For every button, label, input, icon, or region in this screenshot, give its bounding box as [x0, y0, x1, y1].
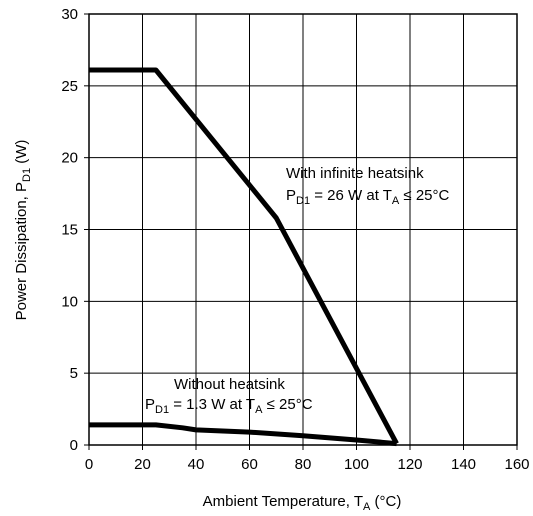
x-tick-label: 80	[295, 456, 312, 473]
annotation-1-end: ≤ 25°C	[399, 187, 449, 204]
annotation-2-t-sub: A	[255, 404, 263, 416]
y-tick-label: 20	[61, 150, 78, 167]
annotation-infinite-heatsink-line2: PD1 = 26 W at TA ≤ 25°C	[286, 187, 450, 207]
y-tick-label: 30	[61, 6, 78, 23]
x-axis-title-main: Ambient Temperature, T	[203, 493, 363, 510]
x-tick-label: 40	[188, 456, 205, 473]
y-axis-title-unit: (W)	[13, 140, 30, 168]
x-tick-labels: 0 20 40 60 80 100 120 140 160	[85, 456, 530, 473]
x-tick-label: 140	[451, 456, 476, 473]
y-axis-title-main: Power Dissipation, P	[13, 182, 30, 320]
annotation-2-end: ≤ 25°C	[262, 396, 312, 413]
annotation-no-heatsink-line1: Without heatsink	[174, 376, 285, 393]
x-axis-title: Ambient Temperature, TA (°C)	[203, 493, 402, 513]
annotation-infinite-heatsink-line1: With infinite heatsink	[286, 165, 424, 182]
y-tick-label: 15	[61, 222, 78, 239]
x-tick-label: 100	[344, 456, 369, 473]
y-axis-title: Power Dissipation, PD1 (W)	[13, 140, 33, 321]
y-tick-label: 5	[70, 365, 78, 382]
x-axis-title-sub: A	[363, 501, 371, 513]
plot-frame	[88, 13, 518, 446]
x-tick-label: 0	[85, 456, 93, 473]
annotation-2-p: P	[145, 396, 155, 413]
annotation-2-p-sub: D1	[155, 404, 169, 416]
y-tick-label: 25	[61, 78, 78, 95]
grid	[84, 13, 518, 450]
series-layer	[89, 67, 399, 447]
annotation-no-heatsink-line2: PD1 = 1.3 W at TA ≤ 25°C	[145, 396, 313, 416]
y-tick-label: 10	[61, 293, 78, 310]
annotation-1-p: P	[286, 187, 296, 204]
series-line-infinite-heatsink	[89, 67, 399, 445]
y-tick-label: 0	[70, 437, 78, 454]
annotation-1-p-sub: D1	[296, 195, 310, 207]
x-tick-label: 20	[134, 456, 151, 473]
x-tick-label: 160	[504, 456, 529, 473]
series-line-no-heatsink	[89, 422, 397, 447]
x-tick-label: 60	[241, 456, 258, 473]
annotation-1-mid: = 26 W at T	[310, 187, 392, 204]
annotation-2-mid: = 1.3 W at T	[169, 396, 255, 413]
y-axis-title-sub: D1	[21, 168, 33, 182]
x-tick-label: 120	[397, 456, 422, 473]
x-axis-title-unit: (°C)	[370, 493, 401, 510]
annotation-1-t-sub: A	[392, 195, 400, 207]
y-tick-labels: 0 5 10 15 20 25 30	[61, 6, 78, 454]
